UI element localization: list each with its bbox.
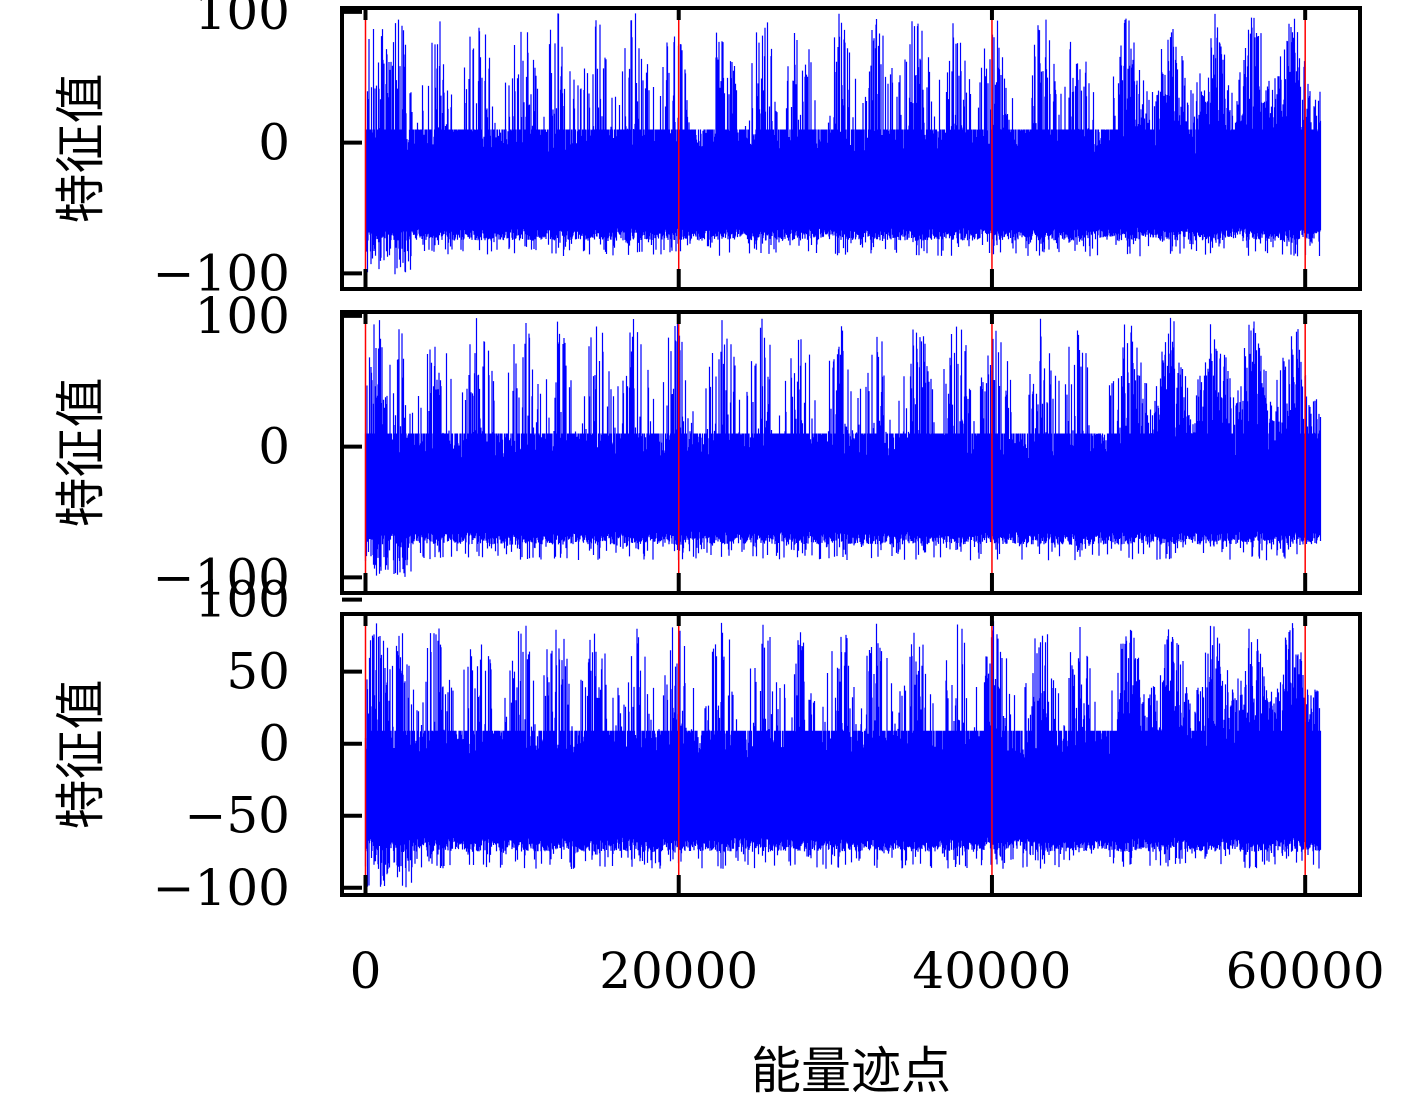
y-axis-label: 特征值 (52, 378, 110, 528)
y-tick-label: 50 (226, 643, 290, 701)
y-tick-label: 100 (195, 0, 290, 41)
y-tick-label: −100 (153, 859, 290, 917)
panel-2: −100 0 100 特征值 (52, 287, 1362, 606)
y-tick-label: −100 (153, 244, 290, 302)
y-tick-label: −50 (184, 787, 290, 845)
y-tick-label: 0 (258, 114, 290, 172)
axes-frame (340, 310, 1362, 595)
y-tick-label: 0 (258, 715, 290, 773)
y-axis-label: 特征值 (52, 680, 110, 830)
axes-frame (340, 6, 1362, 291)
x-axis-label: 能量迹点 (751, 1042, 951, 1100)
panel-1: −100 0 100 特征值 (52, 0, 1362, 302)
panel-3: −100 −50 0 50 100 特征值 0 20000 40000 60000 能量迹点 (52, 571, 1385, 1100)
y-tick-label: 100 (195, 287, 290, 345)
y-tick-label: 100 (195, 571, 290, 629)
x-tick-label: 0 (350, 942, 382, 1000)
axes-frame (340, 612, 1362, 897)
x-tick-label: 20000 (599, 942, 758, 1000)
signal-trace (364, 13, 1322, 275)
signal-trace (364, 621, 1322, 888)
x-tick-label: 40000 (912, 942, 1071, 1000)
x-tick-label: 60000 (1226, 942, 1385, 1000)
y-axis-label: 特征值 (52, 74, 110, 224)
y-tick-label: −100 (153, 548, 290, 606)
signal-trace (364, 317, 1322, 577)
y-tick-label: 0 (258, 418, 290, 476)
